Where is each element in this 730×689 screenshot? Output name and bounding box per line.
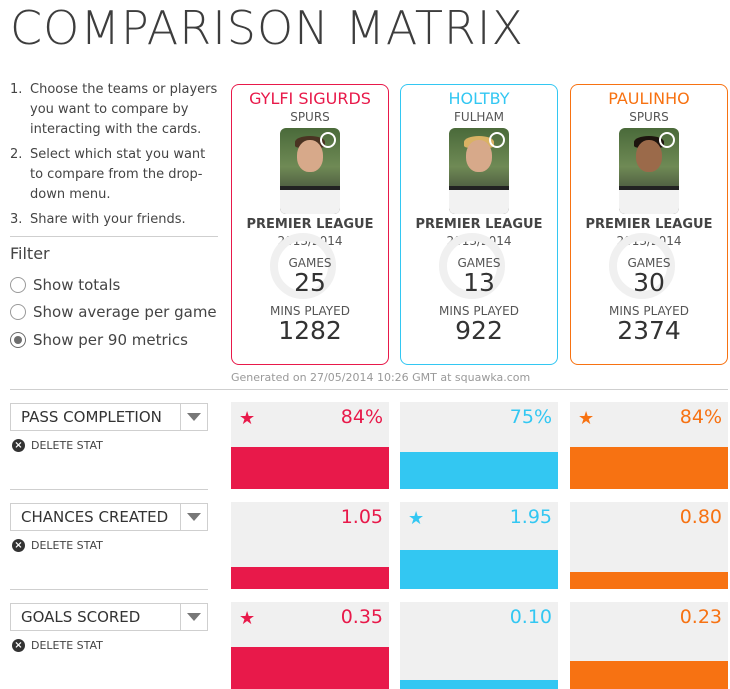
radio-icon[interactable] — [10, 277, 26, 293]
instruction-text: Select which stat you want to compare fr… — [30, 147, 206, 202]
stat-value: 84% — [340, 406, 383, 428]
row-divider — [10, 589, 208, 590]
player-card-3[interactable]: PAULINHO SPURS PREMIER LEAGUE 2013/2014 … — [570, 84, 728, 365]
player-club: FULHAM — [454, 110, 504, 124]
stat-bar — [231, 447, 389, 489]
player-photo[interactable] — [619, 128, 679, 214]
watermark-icon — [270, 233, 336, 299]
mins-label: MINS PLAYED — [270, 304, 350, 318]
games-label: GAMES — [627, 256, 671, 270]
stat-bar — [400, 549, 558, 589]
instruction-item: 2. Select which stat you want to compare … — [10, 145, 222, 205]
stat-box: ★ 84% — [570, 402, 728, 489]
filter-divider — [10, 236, 218, 237]
squawka-logo-icon — [659, 132, 675, 148]
filter-option-per90[interactable]: Show per 90 metrics — [10, 331, 188, 349]
games-label: GAMES — [288, 256, 332, 270]
instruction-text: Share with your friends. — [30, 212, 186, 227]
row-divider — [10, 489, 208, 490]
stat-value: 84% — [679, 406, 722, 428]
radio-selected-icon[interactable] — [10, 332, 26, 348]
stat-value: 0.35 — [340, 606, 383, 628]
filter-heading: Filter — [10, 244, 50, 263]
radio-icon[interactable] — [10, 304, 26, 320]
squawka-logo-icon — [320, 132, 336, 148]
player-photo[interactable] — [449, 128, 509, 214]
stat-value: 1.05 — [340, 506, 383, 528]
stat-bar — [231, 567, 389, 589]
chevron-down-icon[interactable] — [180, 604, 207, 630]
stat-box: ★ 0.10 — [400, 602, 558, 689]
close-icon[interactable]: × — [12, 539, 25, 552]
mins-value: 2374 — [617, 316, 681, 345]
league-name: PREMIER LEAGUE — [585, 217, 713, 232]
chevron-down-icon[interactable] — [180, 504, 207, 530]
page-title: COMPARISON MATRIX — [10, 1, 524, 55]
instruction-item: 3. Share with your friends. — [10, 210, 222, 230]
player-club: SPURS — [629, 110, 669, 124]
player-card-1[interactable]: GYLFI SIGURDS SPURS PREMIER LEAGUE 2013/… — [231, 84, 389, 365]
stat-bar — [400, 680, 558, 689]
stat-select-pass-completion[interactable]: PASS COMPLETION — [10, 403, 208, 431]
mins-label: MINS PLAYED — [439, 304, 519, 318]
stat-box: ★ 1.05 — [231, 502, 389, 589]
star-icon: ★ — [578, 408, 595, 429]
stat-value: 0.80 — [679, 506, 722, 528]
stat-bar — [400, 451, 558, 489]
close-icon[interactable]: × — [12, 439, 25, 452]
stat-value: 1.95 — [509, 506, 552, 528]
stat-select-goals-scored[interactable]: GOALS SCORED — [10, 603, 208, 631]
delete-stat-button[interactable]: × DELETE STAT — [12, 539, 103, 552]
games-value: 13 — [463, 268, 495, 297]
star-icon: ★ — [408, 508, 425, 529]
stat-box: ★ 0.35 — [231, 602, 389, 689]
instruction-item: 1. Choose the teams or players you want t… — [10, 80, 222, 140]
watermark-icon — [609, 233, 675, 299]
stat-box: ★ 84% — [231, 402, 389, 489]
delete-stat-button[interactable]: × DELETE STAT — [12, 439, 103, 452]
stat-bar — [570, 661, 728, 689]
watermark-icon — [439, 233, 505, 299]
stat-box: ★ 0.23 — [570, 602, 728, 689]
stat-bar — [570, 447, 728, 489]
player-name: HOLTBY — [448, 89, 510, 108]
player-photo[interactable] — [280, 128, 340, 214]
section-divider — [10, 389, 728, 390]
player-card-2[interactable]: HOLTBY FULHAM PREMIER LEAGUE 2013/2014 G… — [400, 84, 558, 365]
delete-stat-button[interactable]: × DELETE STAT — [12, 639, 103, 652]
player-name: PAULINHO — [608, 89, 690, 108]
player-club: SPURS — [290, 110, 330, 124]
star-icon: ★ — [239, 408, 256, 429]
mins-value: 922 — [455, 316, 503, 345]
mins-label: MINS PLAYED — [609, 304, 689, 318]
stat-value: 75% — [509, 406, 552, 428]
chevron-down-icon[interactable] — [180, 404, 207, 430]
player-name: GYLFI SIGURDS — [249, 89, 371, 108]
stat-select-chances-created[interactable]: CHANCES CREATED — [10, 503, 208, 531]
games-value: 30 — [633, 268, 665, 297]
league-name: PREMIER LEAGUE — [246, 217, 374, 232]
instruction-text: Choose the teams or players you want to … — [30, 82, 218, 137]
stat-box: ★ 0.80 — [570, 502, 728, 589]
squawka-logo-icon — [489, 132, 505, 148]
stat-box: ★ 75% — [400, 402, 558, 489]
star-icon: ★ — [239, 608, 256, 629]
instructions-list: 1. Choose the teams or players you want t… — [10, 80, 222, 235]
stat-value: 0.23 — [679, 606, 722, 628]
stat-value: 0.10 — [509, 606, 552, 628]
generated-note: Generated on 27/05/2014 10:26 GMT at squ… — [231, 371, 531, 384]
games-value: 25 — [294, 268, 326, 297]
close-icon[interactable]: × — [12, 639, 25, 652]
stat-bar — [231, 647, 389, 689]
stat-box: ★ 1.95 — [400, 502, 558, 589]
league-name: PREMIER LEAGUE — [415, 217, 543, 232]
filter-option-average[interactable]: Show average per game — [10, 303, 217, 321]
stat-bar — [570, 572, 728, 589]
filter-option-totals[interactable]: Show totals — [10, 276, 120, 294]
games-label: GAMES — [457, 256, 501, 270]
mins-value: 1282 — [278, 316, 342, 345]
